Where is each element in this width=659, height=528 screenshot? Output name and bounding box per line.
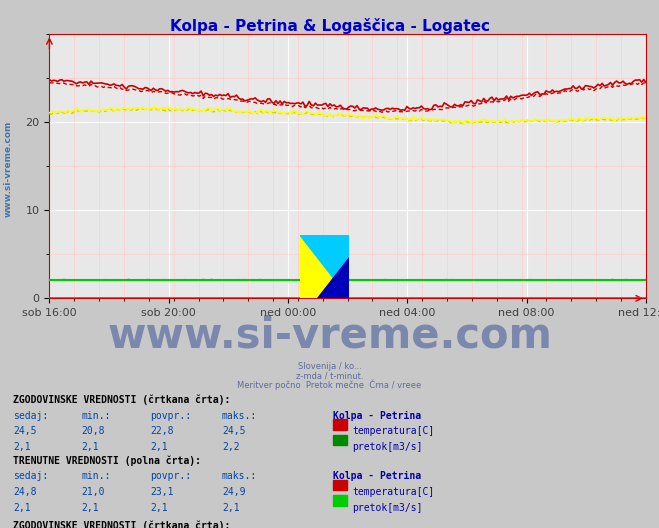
Text: 2,1: 2,1 <box>150 503 168 513</box>
Text: 24,5: 24,5 <box>222 427 245 437</box>
Text: Kolpa - Petrina & Logaščica - Logatec: Kolpa - Petrina & Logaščica - Logatec <box>169 18 490 34</box>
Text: 2,1: 2,1 <box>150 442 168 452</box>
Polygon shape <box>300 235 349 298</box>
Text: Slovenija / ko...: Slovenija / ko... <box>298 362 361 372</box>
Text: temperatura[C]: temperatura[C] <box>353 427 435 437</box>
Text: 2,2: 2,2 <box>222 442 239 452</box>
Bar <box>333 479 347 491</box>
Text: 23,1: 23,1 <box>150 487 173 497</box>
Text: povpr.:: povpr.: <box>150 472 191 482</box>
Text: maks.:: maks.: <box>222 411 257 421</box>
Text: 2,1: 2,1 <box>13 442 31 452</box>
Text: 24,5: 24,5 <box>13 427 37 437</box>
Text: Meritver počno  Pretok mečne  Črna / vreee: Meritver počno Pretok mečne Črna / vreee <box>237 379 422 390</box>
Text: 22,8: 22,8 <box>150 427 173 437</box>
Text: temperatura[C]: temperatura[C] <box>353 487 435 497</box>
Text: Kolpa - Petrina: Kolpa - Petrina <box>333 411 421 421</box>
Text: 24,8: 24,8 <box>13 487 37 497</box>
Bar <box>333 495 347 506</box>
Polygon shape <box>300 235 349 298</box>
Text: sedaj:: sedaj: <box>13 411 48 421</box>
Text: pretok[m3/s]: pretok[m3/s] <box>353 503 423 513</box>
Text: 24,9: 24,9 <box>222 487 245 497</box>
Text: www.si-vreme.com: www.si-vreme.com <box>3 121 13 217</box>
Text: 21,0: 21,0 <box>82 487 105 497</box>
Text: 20,8: 20,8 <box>82 427 105 437</box>
Text: povpr.:: povpr.: <box>150 411 191 421</box>
Text: pretok[m3/s]: pretok[m3/s] <box>353 442 423 452</box>
Text: TRENUTNE VREDNOSTI (polna črta):: TRENUTNE VREDNOSTI (polna črta): <box>13 456 201 466</box>
Text: 2,1: 2,1 <box>222 503 239 513</box>
Text: maks.:: maks.: <box>222 472 257 482</box>
Bar <box>333 435 347 446</box>
Text: z-mda / t-minut.: z-mda / t-minut. <box>296 371 363 381</box>
Bar <box>333 419 347 430</box>
Text: 2,1: 2,1 <box>82 503 100 513</box>
Text: ZGODOVINSKE VREDNOSTI (črtkana črta):: ZGODOVINSKE VREDNOSTI (črtkana črta): <box>13 395 231 406</box>
Text: min.:: min.: <box>82 411 111 421</box>
Text: 2,1: 2,1 <box>13 503 31 513</box>
Text: min.:: min.: <box>82 472 111 482</box>
Text: ZGODOVINSKE VREDNOSTI (črtkana črta):: ZGODOVINSKE VREDNOSTI (črtkana črta): <box>13 521 231 528</box>
Text: Kolpa - Petrina: Kolpa - Petrina <box>333 472 421 482</box>
Text: sedaj:: sedaj: <box>13 472 48 482</box>
Polygon shape <box>317 257 349 298</box>
Text: www.si-vreme.com: www.si-vreme.com <box>107 314 552 356</box>
Text: 2,1: 2,1 <box>82 442 100 452</box>
